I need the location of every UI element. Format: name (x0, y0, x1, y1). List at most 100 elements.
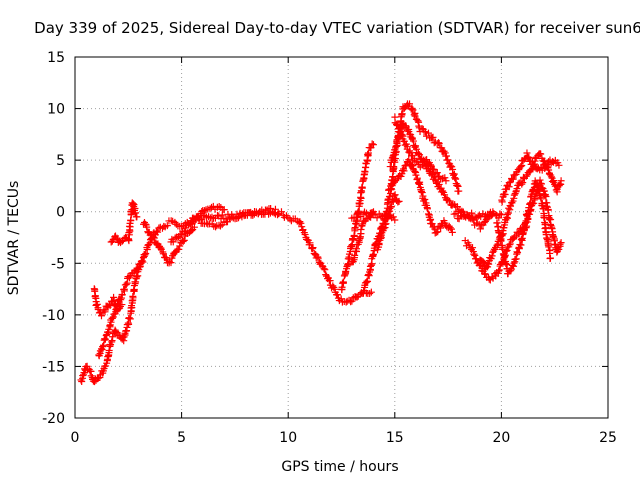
y-axis-label: SDTVAR / TECUs (6, 181, 22, 296)
data-point (249, 211, 257, 219)
data-point (386, 163, 394, 171)
data-point (452, 209, 460, 217)
data-point (377, 232, 385, 240)
data-point (145, 241, 153, 249)
data-point (364, 150, 372, 158)
data-point (369, 141, 377, 149)
data-point (129, 292, 137, 300)
data-point (439, 187, 447, 195)
data-point (398, 131, 406, 139)
y-tick-label: -10 (42, 308, 65, 324)
data-point (442, 177, 450, 185)
data-point (125, 314, 133, 322)
data-point (518, 180, 526, 188)
data-point (392, 144, 400, 152)
data-point (447, 162, 455, 170)
data-point (133, 273, 141, 281)
data-point (545, 166, 553, 174)
data-point (416, 180, 424, 188)
data-point (448, 228, 456, 236)
data-point (220, 206, 228, 214)
plot-frame (74, 56, 609, 419)
data-point (455, 187, 463, 195)
data-point (410, 154, 418, 162)
data-point (452, 175, 460, 183)
data-point (127, 217, 135, 225)
data-point (527, 199, 535, 207)
data-point (176, 242, 184, 250)
data-point (411, 168, 419, 176)
data-point (468, 209, 476, 217)
data-point (177, 231, 185, 239)
data-point (416, 151, 424, 159)
data-series-sun6 (77, 100, 565, 386)
data-point (216, 222, 224, 230)
x-tick-label: 10 (279, 430, 297, 446)
data-point (77, 376, 85, 384)
data-point (417, 188, 425, 196)
x-tick-label: 5 (177, 430, 186, 446)
data-point (393, 139, 401, 147)
data-point (309, 244, 317, 252)
data-point (507, 202, 515, 210)
data-point (101, 335, 109, 343)
data-point (497, 211, 505, 219)
data-point (362, 279, 370, 287)
data-point (132, 209, 140, 217)
data-point (497, 237, 505, 245)
data-point (408, 104, 416, 112)
data-point (112, 306, 120, 314)
x-tick-label: 0 (71, 430, 80, 446)
y-tick-label: -5 (51, 256, 65, 272)
data-point (502, 259, 510, 267)
data-point (395, 197, 403, 205)
chart-title: Day 339 of 2025, Sidereal Day-to-day VTE… (34, 19, 640, 37)
data-point (444, 196, 452, 204)
data-point (505, 179, 513, 187)
data-point (479, 258, 487, 266)
data-point (429, 133, 437, 141)
data-point (320, 265, 328, 273)
data-point (524, 153, 532, 161)
data-point (382, 220, 390, 228)
data-point (453, 181, 461, 189)
data-point (380, 225, 388, 233)
y-tick-label: -15 (42, 359, 65, 375)
data-point (351, 251, 359, 259)
data-point (125, 320, 133, 328)
data-point (100, 306, 108, 314)
data-point (369, 208, 377, 216)
data-point (400, 167, 408, 175)
data-point (334, 291, 342, 299)
data-point (163, 222, 171, 230)
data-point (555, 182, 563, 190)
data-point (350, 231, 358, 239)
data-point (507, 267, 515, 275)
data-point (517, 163, 525, 171)
data-point (108, 314, 116, 322)
data-point (352, 213, 360, 221)
data-point (534, 186, 542, 194)
data-point (540, 213, 548, 221)
data-point (357, 226, 365, 234)
data-point (301, 231, 309, 239)
data-point (498, 198, 506, 206)
data-point (525, 204, 533, 212)
data-point (120, 285, 128, 293)
data-point (78, 378, 86, 386)
data-point (476, 225, 484, 233)
data-point (533, 180, 541, 188)
data-point (547, 173, 555, 181)
data-point (414, 117, 422, 125)
data-point (299, 226, 307, 234)
data-point (235, 214, 243, 222)
data-point (391, 216, 399, 224)
data-point (133, 213, 141, 221)
data-point (143, 223, 151, 231)
data-point (348, 242, 356, 250)
data-point (391, 191, 399, 199)
data-point (398, 110, 406, 118)
data-point (392, 177, 400, 185)
data-point (430, 165, 438, 173)
